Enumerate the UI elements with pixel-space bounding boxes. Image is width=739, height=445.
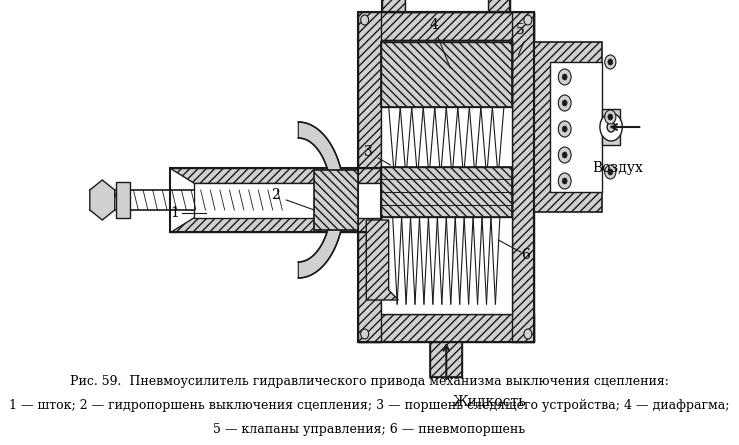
Bar bbox=[381, 167, 512, 217]
Circle shape bbox=[558, 95, 571, 111]
Circle shape bbox=[562, 74, 567, 80]
Circle shape bbox=[608, 169, 613, 175]
Circle shape bbox=[607, 122, 615, 132]
Polygon shape bbox=[170, 217, 381, 232]
Circle shape bbox=[524, 329, 532, 339]
Bar bbox=[90, 190, 194, 210]
Text: 4: 4 bbox=[430, 18, 439, 32]
Polygon shape bbox=[170, 168, 381, 183]
Polygon shape bbox=[358, 314, 534, 342]
Text: Воздух: Воздух bbox=[592, 161, 643, 175]
Text: 1: 1 bbox=[170, 206, 179, 220]
Circle shape bbox=[605, 165, 616, 179]
Bar bbox=[116, 182, 130, 218]
Polygon shape bbox=[512, 12, 534, 342]
Polygon shape bbox=[534, 42, 602, 212]
Text: Рис. 59.  Пневмоусилитель гидравлического привода механизма выключения сцепления: Рис. 59. Пневмоусилитель гидравлического… bbox=[70, 375, 669, 388]
Polygon shape bbox=[488, 0, 511, 12]
Bar bbox=[430, 342, 463, 377]
Polygon shape bbox=[367, 220, 398, 300]
Circle shape bbox=[558, 121, 571, 137]
Polygon shape bbox=[358, 12, 534, 40]
Circle shape bbox=[361, 15, 369, 25]
Circle shape bbox=[605, 55, 616, 69]
Bar bbox=[358, 12, 534, 342]
Bar bbox=[381, 40, 512, 314]
Circle shape bbox=[361, 329, 369, 339]
Text: 1 — шток; 2 — гидропоршень выключения сцепления; 3 — поршень следящего устройств: 1 — шток; 2 — гидропоршень выключения сц… bbox=[9, 399, 729, 412]
Text: 3: 3 bbox=[364, 145, 372, 159]
Polygon shape bbox=[314, 170, 358, 230]
Bar bbox=[405, 0, 488, 12]
Circle shape bbox=[562, 178, 567, 184]
Polygon shape bbox=[90, 180, 115, 220]
Polygon shape bbox=[381, 42, 512, 107]
Circle shape bbox=[562, 126, 567, 132]
Text: 5 — клапаны управления; 6 — пневмопоршень: 5 — клапаны управления; 6 — пневмопоршен… bbox=[214, 423, 525, 436]
Circle shape bbox=[600, 113, 622, 141]
Bar bbox=[430, 342, 463, 377]
Bar bbox=[381, 42, 512, 107]
Circle shape bbox=[605, 110, 616, 124]
Circle shape bbox=[558, 69, 571, 85]
Circle shape bbox=[562, 100, 567, 106]
Polygon shape bbox=[381, 167, 512, 217]
Text: 6: 6 bbox=[521, 248, 530, 262]
Polygon shape bbox=[299, 122, 344, 278]
Bar bbox=[551, 62, 602, 192]
Bar bbox=[194, 183, 381, 218]
Circle shape bbox=[608, 59, 613, 65]
Bar bbox=[382, 0, 511, 12]
Text: Жидкость: Жидкость bbox=[453, 395, 526, 409]
Circle shape bbox=[608, 114, 613, 120]
Circle shape bbox=[562, 152, 567, 158]
Text: 2: 2 bbox=[270, 188, 279, 202]
Bar bbox=[602, 109, 620, 145]
Polygon shape bbox=[358, 12, 381, 342]
Polygon shape bbox=[382, 0, 405, 12]
Circle shape bbox=[524, 15, 532, 25]
Circle shape bbox=[558, 173, 571, 189]
Text: 5: 5 bbox=[517, 23, 525, 37]
Circle shape bbox=[558, 147, 571, 163]
